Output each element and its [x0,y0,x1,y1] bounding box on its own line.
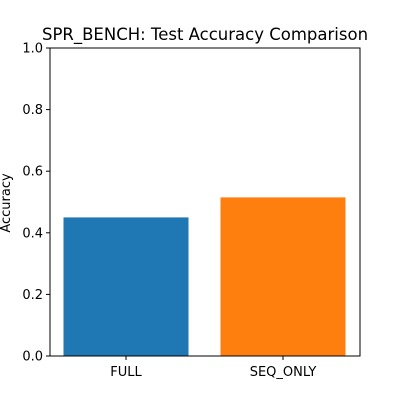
x-axis: FULL SEQ_ONLY [110,356,316,380]
x-tick-label: FULL [110,365,142,380]
bar-seq-only [220,197,346,356]
x-tick-label: SEQ_ONLY [250,365,317,380]
y-axis: 0.0 0.2 0.4 0.6 0.8 1.0 [22,42,50,365]
chart-title: SPR_BENCH: Test Accuracy Comparison [42,25,368,45]
y-tick-label: 0.6 [22,165,43,180]
y-tick-label: 1.0 [22,42,43,57]
y-tick-label: 0.4 [22,226,43,241]
plot-frame [49,47,361,357]
y-tick-label: 0.0 [22,350,43,365]
y-tick-label: 0.8 [22,103,43,118]
bars-layer [63,197,346,356]
y-axis-label: Accuracy [0,173,14,233]
y-tick-label: 0.2 [22,288,43,303]
bar-full [63,217,189,356]
